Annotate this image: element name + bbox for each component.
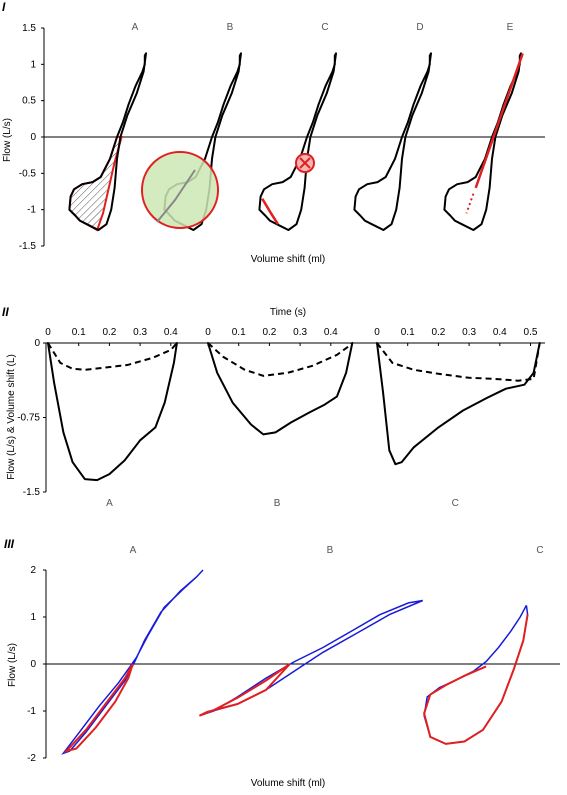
panel-i: I Flow (L/s) Volume shift (ml) 1.5 1 0.5 0 -… [2, 0, 545, 265]
panel-i-loop-A [68, 52, 147, 231]
panel-ii-A-volume [47, 342, 178, 371]
panel-iii-ytick-label-1: 1 [30, 612, 36, 623]
cross-mark [299, 157, 311, 169]
panel-iii-ytick-label-0: 2 [30, 565, 36, 576]
panel-iii-B-blue [199, 599, 424, 717]
panel-ii-A-xtick-4: 0.4 [164, 327, 178, 338]
panel-iii-ylabel: Flow (L/s) [7, 643, 18, 687]
panel-iii-A-blue [61, 569, 204, 755]
panel-ii-label: II [2, 305, 9, 319]
panel-i-label: I [2, 0, 6, 14]
panel-iii-sublabel-A: A [130, 545, 137, 556]
panel-ii-B-xtick-1: 0.1 [232, 327, 246, 338]
panel-iii-B-red [199, 663, 291, 717]
panel-ii-ylabel: Flow (L/s) & Volume shift (L) [6, 354, 17, 480]
panel-ii-C-volume [376, 342, 541, 382]
panel-ii-xlabel: Time (s) [270, 307, 306, 318]
panel-i-ytick-label-4: -0.5 [19, 168, 37, 179]
panel-ii-sublabel-C: C [452, 498, 459, 509]
tangent-dotted [465, 193, 475, 214]
panel-iii-A-red [63, 663, 134, 753]
panel-i-xlabel: Volume shift (ml) [251, 254, 325, 265]
red-arrow-c [261, 198, 280, 225]
panel-ii-A-xtick-1: 0.1 [72, 327, 86, 338]
panel-i-sublabel-D: D [416, 22, 423, 33]
panel-iii-C-red [423, 614, 529, 745]
panel-ii-B-xtick-3: 0.3 [293, 327, 307, 338]
panel-ii-B-xtick-0: 0 [205, 327, 211, 338]
panel-ii-A-xtick-3: 0.3 [133, 327, 147, 338]
panel-i-sublabel-B: B [227, 22, 234, 33]
panel-ii-sublabel-A: A [106, 498, 113, 509]
panel-i-ytick-label-0: 1.5 [22, 23, 36, 34]
panel-ii-B-xtick-2: 0.2 [262, 327, 276, 338]
panel-ii-B-xtick-4: 0.4 [324, 327, 338, 338]
panel-iii-ytick-label-3: -1 [27, 706, 36, 717]
panel-i-sublabel-C: C [321, 22, 328, 33]
panel-ii-ytick-label-1: -0.75 [17, 413, 40, 424]
panel-iii-ytick-label-2: 0 [30, 659, 36, 670]
panel-i-ytick-label-5: -1 [27, 205, 36, 216]
panel-iii-xlabel: Volume shift (ml) [251, 778, 325, 789]
panel-ii-A-flow [47, 342, 178, 482]
panel-i-sublabel-A: A [132, 22, 139, 33]
panel-iii: III Flow (L/s) Volume shift (ml) 2 1 0 -1 -2… [4, 537, 560, 789]
panel-iii-ytick-label-4: -2 [27, 753, 36, 764]
panel-i-ytick-label-6: -1.5 [19, 241, 37, 252]
panel-i-loop-C [258, 52, 337, 231]
panel-i-ytick-label-1: 1 [30, 59, 36, 70]
panel-ii-A-xtick-0: 0 [45, 327, 51, 338]
grey-segment [156, 169, 196, 223]
tangent-line [474, 53, 524, 189]
panel-ii-B-volume [207, 342, 353, 377]
panel-ii-A-xtick-2: 0.2 [102, 327, 116, 338]
panel-ii: II Flow (L/s) & Volume shift (L) Time (s… [2, 305, 545, 509]
panel-ii-C-xtick-2: 0.2 [431, 327, 445, 338]
hatched-area [68, 136, 123, 232]
panel-ii-ytick-label-2: -1.5 [23, 487, 41, 498]
panel-iii-sublabel-C: C [536, 545, 543, 556]
panel-ii-B-flow [207, 342, 354, 436]
panel-ii-ytick-label-0: 0 [34, 338, 40, 349]
panel-ii-C-xtick-5: 0.5 [524, 327, 538, 338]
panel-i-loop-E [443, 52, 522, 231]
panel-ii-C-xtick-1: 0.1 [401, 327, 415, 338]
panel-i-sublabel-E: E [507, 22, 514, 33]
highlight-circle [141, 151, 219, 229]
panel-ii-C-xtick-0: 0 [374, 327, 380, 338]
panel-i-ytick-label-3: 0 [30, 132, 36, 143]
panel-i-ylabel: Flow (L/s) [2, 118, 13, 162]
panel-i-ytick-label-2: 0.5 [22, 96, 36, 107]
panel-i-loop-D [353, 52, 432, 231]
panel-ii-sublabel-B: B [274, 498, 281, 509]
panel-ii-C-xtick-3: 0.3 [462, 327, 476, 338]
panel-iii-label: III [4, 537, 15, 551]
panel-ii-C-flow [376, 342, 541, 466]
panel-ii-C-xtick-4: 0.4 [493, 327, 507, 338]
panel-iii-sublabel-B: B [327, 545, 334, 556]
